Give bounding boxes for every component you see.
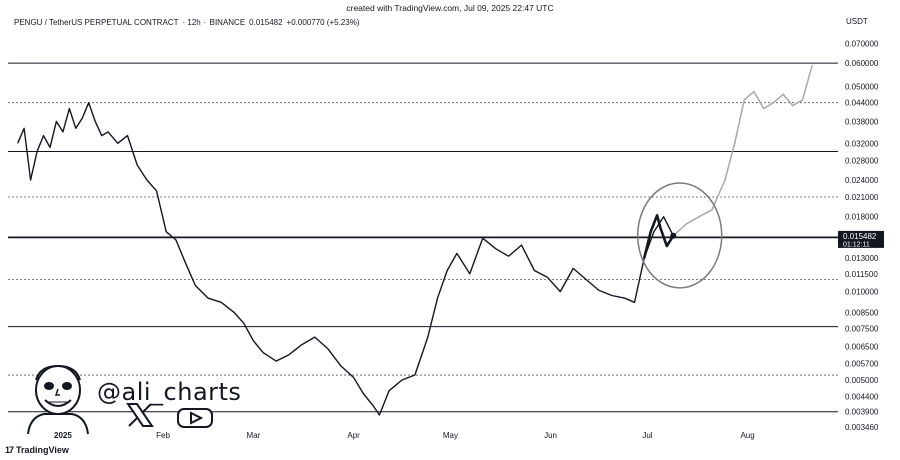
price-marker-countdown: 01:12:11 — [843, 241, 870, 248]
price-change: +0.000770 (+5.23%) — [286, 18, 360, 27]
pair-name[interactable]: PENGU / TetherUS PERPETUAL CONTRACT — [14, 18, 179, 27]
x-tick-label-1: Feb — [156, 431, 170, 440]
y-tick-label-7: 0.024000 — [845, 176, 879, 185]
y-tick-label-6: 0.028000 — [845, 156, 879, 165]
x-tick-label-4: May — [443, 431, 458, 440]
y-tick-label-3: 0.044000 — [845, 99, 879, 108]
x-tick-label-5: Jun — [544, 431, 557, 440]
y-tick-label-16: 0.006500 — [845, 343, 879, 352]
annotation-circle-0 — [637, 182, 723, 289]
avatar-caricature — [27, 364, 89, 435]
tradingview-logo[interactable]: 17 TradingView — [5, 445, 69, 455]
tradingview-wordmark: TradingView — [16, 445, 69, 455]
y-tick-label-8: 0.021000 — [845, 193, 879, 202]
y-tick-label-1: 0.060000 — [845, 59, 879, 68]
last-price-dot — [670, 232, 677, 239]
y-axis-unit-label: USDT — [846, 17, 868, 26]
youtube-icon[interactable] — [176, 407, 214, 429]
y-tick-label-17: 0.005700 — [845, 359, 879, 368]
x-tick-label-6: Jul — [642, 431, 652, 440]
y-tick-label-0: 0.070000 — [845, 39, 879, 48]
author-handle[interactable]: @ali_charts — [97, 378, 242, 406]
x-tick-label-7: Aug — [740, 431, 754, 440]
y-tick-label-13: 0.010000 — [845, 288, 879, 297]
y-tick-label-18: 0.005000 — [845, 376, 879, 385]
y-tick-label-2: 0.050000 — [845, 82, 879, 91]
exchange: BINANCE — [209, 18, 246, 27]
y-tick-label-4: 0.038000 — [845, 117, 879, 126]
interval[interactable]: · 12h · — [182, 18, 206, 27]
tradingview-mark-icon: 17 — [5, 445, 14, 455]
y-tick-label-15: 0.007500 — [845, 324, 879, 333]
series-line-1 — [642, 214, 675, 259]
price-marker-box — [838, 230, 884, 248]
symbol-info-line: PENGU / TetherUS PERPETUAL CONTRACT · 12h… — [14, 18, 364, 27]
x-tick-label-0: 2025 — [54, 431, 72, 440]
y-tick-label-12: 0.011500 — [845, 270, 878, 279]
y-tick-label-5: 0.032000 — [845, 139, 879, 148]
x-icon[interactable] — [126, 402, 154, 428]
y-tick-label-9: 0.018000 — [845, 213, 879, 222]
y-tick-label-20: 0.003900 — [845, 408, 879, 417]
x-tick-label-3: Apr — [347, 431, 360, 440]
series-line-2 — [672, 65, 813, 237]
last-price: 0.015482 — [249, 18, 283, 27]
series-line-0 — [17, 101, 674, 416]
y-tick-label-14: 0.008500 — [845, 308, 879, 317]
x-tick-label-2: Mar — [247, 431, 261, 440]
y-tick-label-21: 0.003460 — [845, 423, 879, 432]
y-tick-label-11: 0.013000 — [845, 254, 879, 263]
price-marker-value: 0.015482 — [843, 232, 877, 241]
created-caption: created with TradingView.com, Jul 09, 20… — [346, 3, 554, 13]
y-tick-label-19: 0.004400 — [845, 392, 879, 401]
